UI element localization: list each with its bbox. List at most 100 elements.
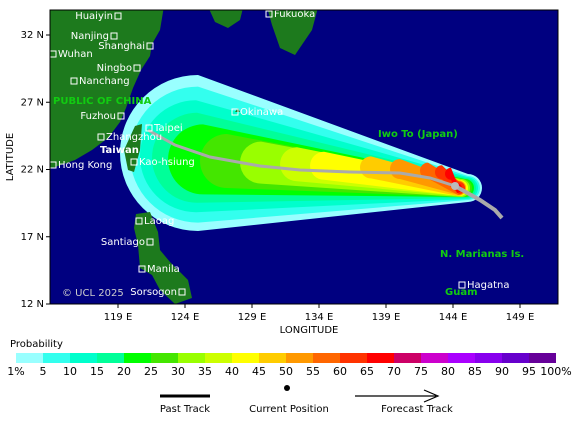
legend-label: 85	[468, 365, 482, 378]
legend-swatch	[97, 353, 124, 363]
current-position-label: Current Position	[249, 404, 329, 415]
place-marker	[97, 133, 105, 141]
place-marker	[130, 158, 138, 166]
place-label: Laoag	[144, 216, 174, 227]
past-track	[147, 128, 456, 188]
place-marker	[458, 281, 466, 289]
current-position-key	[284, 385, 290, 391]
forecast-track-key	[355, 389, 440, 403]
legend-swatch	[232, 353, 259, 363]
place-label: Santiago	[101, 237, 145, 248]
past-track-label: Past Track	[160, 404, 210, 415]
place-label: Zhangzhou	[106, 132, 162, 143]
place-marker	[146, 42, 154, 50]
lon-tick-label: 149 E	[506, 312, 535, 323]
place-marker	[145, 124, 153, 132]
legend-swatch	[286, 353, 313, 363]
forecast-track-label: Forecast Track	[381, 404, 453, 415]
place-marker	[117, 112, 125, 120]
lon-tick-label: 129 E	[238, 312, 267, 323]
x-axis-label: LONGITUDE	[280, 325, 339, 336]
place-marker	[133, 64, 141, 72]
legend-swatch	[313, 353, 340, 363]
place-marker	[50, 50, 57, 58]
legend-swatch	[124, 353, 151, 363]
legend-label: 75	[414, 365, 428, 378]
copyright: © UCL 2025	[62, 288, 124, 299]
legend-label: 95	[522, 365, 536, 378]
lat-tick-label: 27 N	[21, 97, 44, 108]
region-label: N. Marianas Is.	[440, 249, 524, 260]
legend-swatch	[421, 353, 448, 363]
place-marker	[70, 77, 78, 85]
legend-label: 90	[495, 365, 509, 378]
legend-swatch	[151, 353, 178, 363]
place-label: Wuhan	[58, 49, 93, 60]
place-label: Hagatna	[467, 280, 510, 291]
lat-tick-label: 22 N	[21, 165, 44, 176]
legend-swatch	[70, 353, 97, 363]
y-axis-label: LATITUDE	[5, 133, 16, 181]
legend-label: 50	[279, 365, 293, 378]
place-marker	[146, 238, 154, 246]
place-marker	[135, 217, 143, 225]
legend-label: 65	[360, 365, 374, 378]
legend-label: 5	[40, 365, 47, 378]
place-label: Kao-hsiung	[139, 157, 195, 168]
legend-swatch	[394, 353, 421, 363]
legend-label: 40	[225, 365, 239, 378]
legend-swatch	[178, 353, 205, 363]
place-marker	[178, 288, 186, 296]
place-label: Hong Kong	[58, 160, 112, 171]
lon-tick-label: 144 E	[439, 312, 468, 323]
lon-tick-label: 124 E	[171, 312, 200, 323]
place-label: Fukuoka	[274, 9, 315, 20]
land	[50, 10, 318, 304]
place-label: Nanchang	[79, 76, 130, 87]
legend-swatch	[475, 353, 502, 363]
place-label: Taipei	[153, 123, 183, 134]
legend-swatch	[448, 353, 475, 363]
legend-title: Probability	[10, 339, 63, 350]
region-label: PUBLIC OF CHINA	[53, 96, 152, 107]
region-label: Iwo To (Japan)	[378, 129, 458, 140]
place-marker	[110, 32, 118, 40]
region-label: Taiwan	[100, 145, 139, 156]
place-label: Fuzhou	[80, 111, 116, 122]
lat-tick-label: 12 N	[21, 299, 44, 310]
forecast-track	[454, 184, 504, 220]
legend-label: 35	[198, 365, 212, 378]
legend-label: 20	[117, 365, 131, 378]
legend-label: 1%	[7, 365, 24, 378]
place-marker	[114, 12, 122, 20]
lon-tick-label: 139 E	[372, 312, 401, 323]
legend-label: 45	[252, 365, 266, 378]
place-label: Sorsogon	[130, 287, 177, 298]
place-label: Nanjing	[71, 31, 109, 42]
frame	[49, 9, 559, 305]
place-label: Manila	[147, 264, 180, 275]
legend-label: 25	[144, 365, 158, 378]
legend-label: 60	[333, 365, 347, 378]
legend-swatch	[205, 353, 232, 363]
place-marker	[265, 10, 273, 18]
place-label: Ningbo	[97, 63, 132, 74]
legend-label: 30	[171, 365, 185, 378]
legend-swatch	[16, 353, 43, 363]
place-label: Huaiyin	[75, 11, 113, 22]
place-label: Shanghai	[98, 41, 145, 52]
legend-label: 10	[63, 365, 77, 378]
lat-tick-label: 32 N	[21, 30, 44, 41]
legend-swatch	[502, 353, 529, 363]
region-label: Guam	[445, 287, 478, 298]
place-marker	[50, 161, 57, 169]
lon-tick-label: 134 E	[305, 312, 334, 323]
current-position	[451, 182, 459, 190]
legend-swatch	[367, 353, 394, 363]
legend-label: 55	[306, 365, 320, 378]
legend-swatch	[340, 353, 367, 363]
legend-swatch	[259, 353, 286, 363]
